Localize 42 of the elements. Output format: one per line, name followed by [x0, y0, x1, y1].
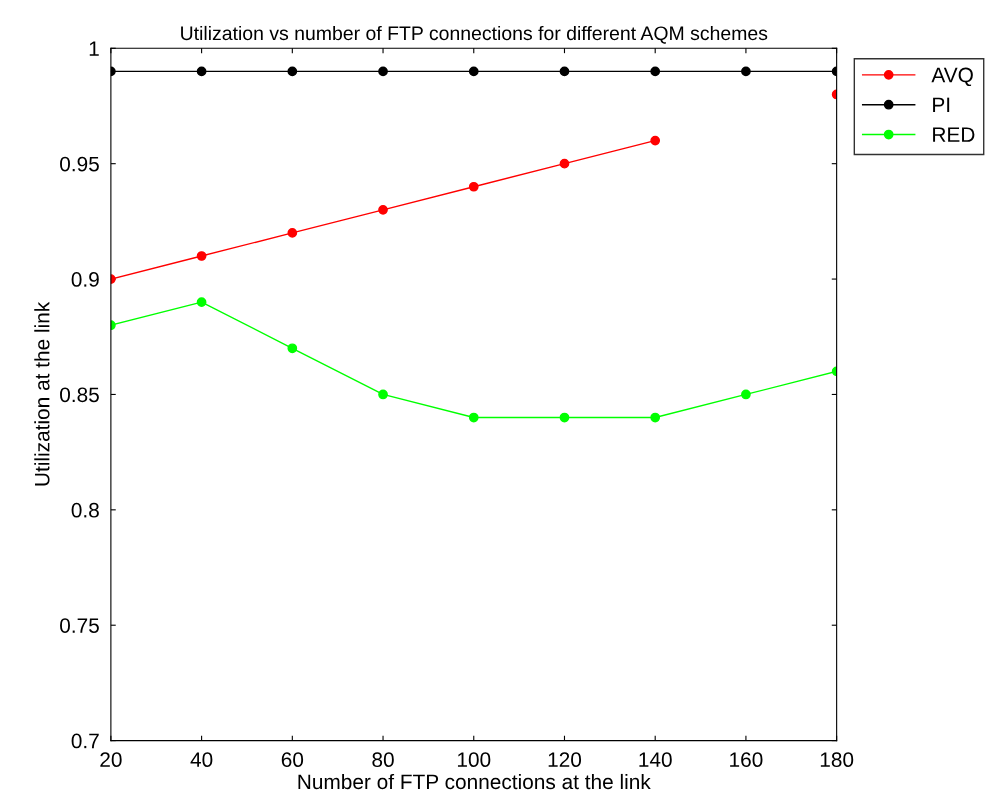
y-tick-label: 0.8	[71, 502, 99, 518]
point	[468, 66, 479, 77]
x-tick-label: 60	[281, 752, 304, 768]
point	[650, 135, 661, 146]
chart-title: Utilization vs number of FTP connections for different AQM schemes	[181, 25, 768, 44]
x-axis-title: Number of FTP connections at the link	[298, 773, 651, 790]
y-tick-label: 0.9	[71, 272, 99, 287]
y-axis-title: Utilization at the link	[34, 301, 50, 486]
point	[287, 228, 298, 238]
x-tick-label: 120	[548, 752, 582, 768]
y-tick-label: 0.85	[60, 387, 99, 403]
x-tick-label: 180	[820, 752, 854, 768]
point	[559, 158, 570, 169]
point	[741, 66, 751, 77]
x-tick-label: 100	[457, 752, 491, 768]
point	[287, 66, 298, 77]
point	[650, 66, 661, 77]
x-tick-label: 80	[372, 752, 394, 768]
point	[378, 66, 388, 77]
x-tick-label: 160	[730, 752, 763, 768]
y-tick-label: 0.7	[71, 733, 99, 749]
x-tick-label: 40	[190, 752, 213, 768]
point	[196, 297, 207, 308]
point	[741, 389, 751, 400]
point	[650, 412, 661, 423]
point	[378, 389, 388, 400]
legend-label: PI	[933, 97, 950, 112]
y-tick-label: 1	[89, 41, 99, 56]
y-tick-label: 0.95	[60, 156, 99, 172]
point	[196, 66, 207, 77]
point	[196, 251, 207, 261]
y-tick-label: 0.75	[60, 618, 99, 633]
legend-label: AVQ	[931, 67, 973, 87]
x-tick-label: 20	[100, 752, 122, 768]
point	[287, 343, 298, 354]
legend-label: RED	[933, 127, 975, 142]
x-tick-label: 140	[639, 752, 672, 768]
point	[468, 181, 479, 192]
point	[468, 412, 479, 423]
point	[559, 66, 570, 77]
point	[378, 204, 388, 215]
point	[559, 412, 570, 423]
